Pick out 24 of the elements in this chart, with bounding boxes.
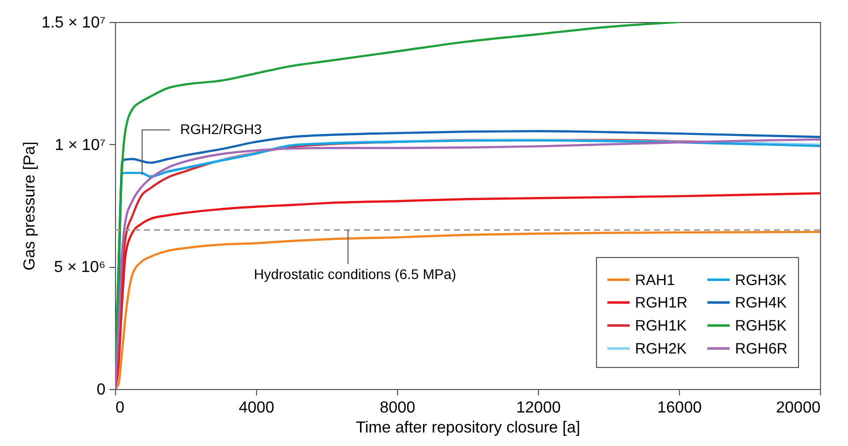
legend-label: RGH2K [635, 340, 687, 358]
y-tick-label: 0 [96, 382, 106, 398]
x-tick-label: 8000 [380, 400, 416, 416]
x-axis-title: Time after repository closure [a] [356, 420, 580, 436]
x-tick-label: 20000 [776, 400, 821, 416]
ref-line-label: Hydrostatic conditions (6.5 MPa) [254, 266, 456, 282]
x-tick-label: 4000 [238, 400, 274, 416]
x-tick-label: 16000 [657, 400, 702, 416]
legend-label: RGH3K [735, 272, 787, 289]
legend-label: RGH1R [635, 294, 688, 312]
y-axis-title: Gas pressure [Pa] [21, 142, 38, 270]
legend-label: RGH1K [635, 318, 687, 334]
y-tick-label: 1.5 × 10⁷ [41, 14, 106, 32]
legend-label: RGH5K [735, 318, 787, 334]
annotation: RGH2/RGH3 [180, 120, 262, 137]
legend-label: RGH6R [735, 340, 788, 358]
x-tick-label: 12000 [516, 400, 561, 416]
line-series [115, 230, 820, 389]
line-series [115, 192, 820, 389]
y-tick-label: 5 × 10⁶ [54, 259, 106, 276]
legend-label: RAH1 [635, 272, 676, 289]
legend-label: RGH4K [735, 294, 787, 312]
y-tick-label: 1 × 10⁷ [54, 136, 106, 154]
x-tick-label: 0 [116, 400, 124, 416]
